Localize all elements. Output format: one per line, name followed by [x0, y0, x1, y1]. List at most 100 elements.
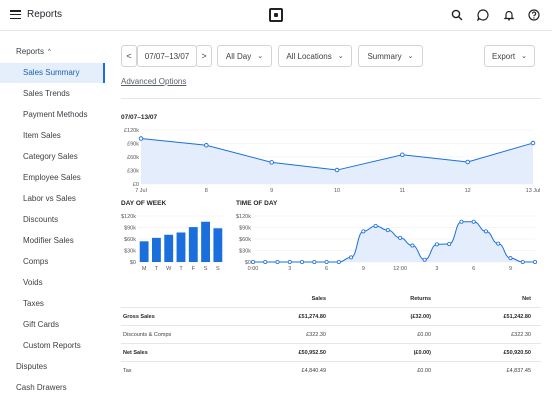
- x-tick-label: 13 Jul: [526, 188, 541, 194]
- summary-chart-title: 07/07–13/07: [121, 114, 158, 121]
- data-point: [459, 219, 464, 224]
- data-point: [471, 219, 476, 224]
- y-tick-label: $90k: [124, 226, 136, 232]
- sidebar-section-reports[interactable]: Reports ^: [16, 47, 51, 56]
- cell-net: £51,242.80: [503, 314, 531, 320]
- x-tick-label: F: [192, 266, 196, 272]
- sidebar-item-custom-reports[interactable]: Custom Reports: [23, 341, 81, 350]
- data-point: [400, 152, 405, 158]
- sidebar-item-item-sales[interactable]: Item Sales: [23, 131, 61, 140]
- advanced-options-link[interactable]: Advanced Options: [121, 77, 187, 86]
- data-point: [312, 260, 317, 265]
- x-tick-label: 3: [435, 266, 438, 272]
- x-tick-label: W: [166, 266, 172, 272]
- y-tick-label: $0: [245, 260, 251, 266]
- x-tick-label: 6: [472, 266, 475, 272]
- export-dropdown[interactable]: Export ⌄: [484, 45, 535, 67]
- sidebar-item-employee-sales[interactable]: Employee Sales: [23, 173, 81, 182]
- x-tick-label: 9: [362, 266, 365, 272]
- data-point: [422, 257, 427, 262]
- data-point: [263, 260, 268, 265]
- x-tick-label: 3: [288, 266, 291, 272]
- help-icon[interactable]: [528, 9, 540, 21]
- sidebar-item-category-sales[interactable]: Category Sales: [23, 152, 78, 161]
- sidebar-item-voids[interactable]: Voids: [23, 278, 43, 287]
- bar: [213, 228, 223, 262]
- cell-net: £50,920.50: [503, 350, 531, 356]
- data-point: [385, 228, 390, 233]
- day-of-week-title: DAY OF WEEK: [121, 200, 167, 207]
- data-point: [300, 260, 305, 265]
- sidebar-item-gift-cards[interactable]: Gift Cards: [23, 320, 60, 329]
- view-dropdown[interactable]: Summary ⌄: [358, 45, 423, 67]
- row-label: Net Sales: [123, 350, 148, 356]
- sidebar-item-comps[interactable]: Comps: [23, 257, 49, 266]
- location-filter-label: All Locations: [286, 51, 332, 61]
- series-area: [253, 221, 535, 262]
- menu-icon[interactable]: [10, 10, 21, 20]
- y-tick-label: $90k: [239, 226, 251, 232]
- data-point: [204, 143, 209, 148]
- sidebar-item-modifier-sales[interactable]: Modifier Sales: [23, 236, 74, 245]
- chevron-down-icon: ⌄: [407, 53, 414, 60]
- x-tick-label: 12:00: [393, 266, 407, 272]
- y-tick-label: £30k: [127, 169, 139, 175]
- square-logo[interactable]: [269, 8, 283, 22]
- bar: [164, 234, 174, 262]
- chevron-down-icon: ⌄: [257, 53, 264, 60]
- data-point: [530, 140, 536, 146]
- sidebar-item-taxes[interactable]: Taxes: [23, 299, 44, 308]
- x-tick-label: 9: [270, 188, 273, 194]
- bar: [139, 241, 149, 262]
- sidebar-item-sales-summary[interactable]: Sales Summary: [0, 63, 105, 83]
- search-icon[interactable]: [451, 9, 463, 21]
- cell-returns: £0.00: [417, 368, 431, 374]
- cell-sales: £51,274.80: [298, 314, 326, 320]
- sidebar-item-labor-vs-sales[interactable]: Labor vs Sales: [23, 194, 76, 203]
- location-filter-dropdown[interactable]: All Locations ⌄: [278, 45, 352, 67]
- data-point: [269, 160, 274, 165]
- data-point: [250, 260, 255, 265]
- y-tick-label: £60k: [127, 155, 139, 161]
- summary-line-chart: £0 £30k £60k £90k £120k 7 Jul 8 9 10 11 12 13 Jul: [124, 128, 541, 194]
- data-point: [361, 229, 366, 234]
- y-tick-label: $0: [130, 260, 136, 266]
- bar: [188, 227, 198, 262]
- data-point: [324, 260, 329, 265]
- sidebar-item-discounts[interactable]: Discounts: [23, 215, 59, 224]
- prev-date-button[interactable]: <: [121, 45, 137, 67]
- table-row: Gross Sales £51,274.80 (£32.00) £51,242.…: [121, 308, 541, 326]
- next-date-button[interactable]: >: [196, 45, 212, 67]
- data-point: [275, 260, 280, 265]
- y-tick-label: $120k: [236, 214, 251, 220]
- time-filter-dropdown[interactable]: All Day ⌄: [217, 45, 272, 67]
- sidebar-item-disputes[interactable]: Disputes: [16, 362, 48, 371]
- sidebar-item-cash-drawers[interactable]: Cash Drawers: [16, 383, 67, 392]
- x-tick-label: S: [216, 266, 220, 272]
- date-range-button[interactable]: 07/07–13/07: [137, 45, 197, 67]
- export-label: Export: [492, 51, 516, 61]
- divider: [121, 98, 541, 99]
- chat-icon[interactable]: [477, 9, 489, 21]
- row-label: Tax: [123, 368, 132, 374]
- data-point: [398, 235, 403, 240]
- x-tick-label: T: [155, 266, 159, 272]
- x-tick-label: M: [142, 266, 147, 272]
- x-tick-label: 12: [465, 188, 471, 194]
- sidebar-item-payment-methods[interactable]: Payment Methods: [23, 110, 88, 119]
- view-label: Summary: [367, 51, 402, 61]
- data-point: [508, 256, 513, 261]
- data-point: [434, 242, 439, 247]
- x-tick-label: 10: [334, 188, 340, 194]
- cell-returns: (£32.00): [410, 314, 432, 320]
- day-of-week-bar-chart: $0 $30k $60k $90k $120k M T W T F S S: [121, 214, 224, 272]
- sidebar-item-sales-trends[interactable]: Sales Trends: [23, 89, 70, 98]
- bell-icon[interactable]: [503, 9, 515, 21]
- cell-returns: (£0.00): [413, 350, 431, 356]
- data-point: [138, 136, 144, 141]
- table-header-row: Sales Returns Net: [121, 290, 541, 308]
- y-tick-label: £120k: [124, 128, 139, 134]
- y-tick-label: $120k: [121, 214, 136, 220]
- data-point: [447, 241, 452, 246]
- x-tick-label: 8: [205, 188, 208, 194]
